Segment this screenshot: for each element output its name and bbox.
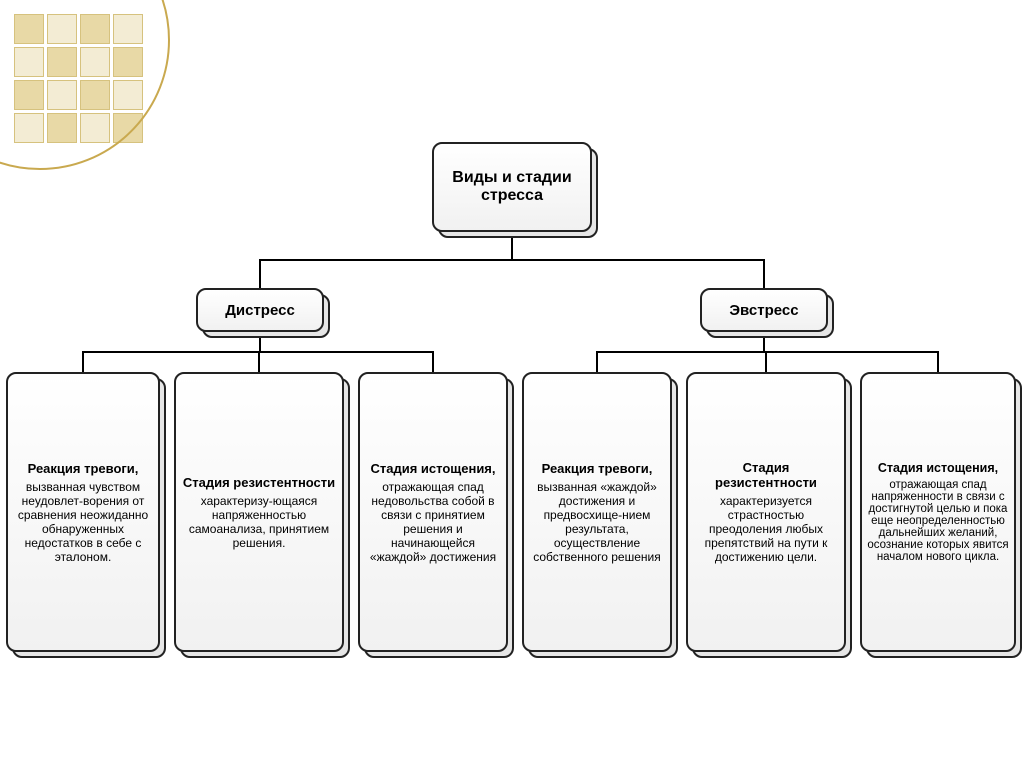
node-body: характеризуется страстностью преодоления… [692,494,840,564]
node-e1: Реакция тревоги, вызванная «жаждой» дости… [522,372,672,652]
node-title: Реакция тревоги, [28,461,139,476]
node-title: Стадия резистентности [183,475,335,490]
node-d1: Реакция тревоги, вызванная чувством неудо… [6,372,160,652]
node-d3: Стадия истощения, отражающая спад недовол… [358,372,508,652]
node-eustress: Эвстресс [700,288,828,332]
node-distress: Дистресс [196,288,324,332]
node-root: Виды и стадии стресса [432,142,592,232]
node-e3: Стадия истощения, отражающая спад напряже… [860,372,1016,652]
node-body: отражающая спад недовольства собой в свя… [364,480,502,564]
corner-arc [0,0,170,170]
node-title: Стадия истощения, [370,461,495,476]
node-body: характеризу-ющаяся напряженностью самоан… [180,494,338,550]
node-title: Виды и стадии стресса [438,169,586,205]
node-body: отражающая спад напряженности в связи с … [866,479,1010,563]
node-title: Дистресс [225,302,295,319]
node-e2: Стадия резистентности характеризуется стр… [686,372,846,652]
node-body: вызванная чувством неудовлет-ворения от … [12,480,154,564]
node-d2: Стадия резистентности характеризу-ющаяся … [174,372,344,652]
corner-decoration [0,0,180,180]
node-title: Реакция тревоги, [542,461,653,476]
node-title: Стадия истощения, [878,461,998,475]
node-body: вызванная «жаждой» достижения и предвосх… [528,480,666,564]
node-title: Стадия резистентности [692,460,840,490]
node-title: Эвстресс [729,302,798,319]
